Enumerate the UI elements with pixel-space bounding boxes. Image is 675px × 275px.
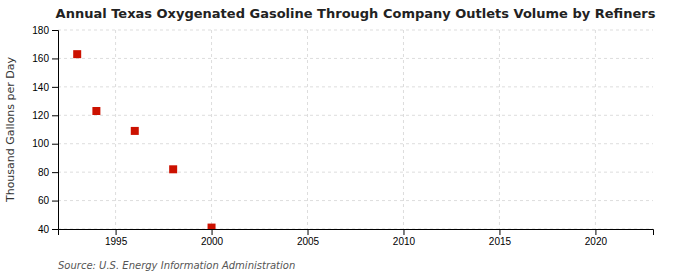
y-axis-title: Thousand Gallons per Day <box>4 56 17 203</box>
y-tick: 100 <box>32 138 58 149</box>
point <box>73 50 81 58</box>
grid-line-y <box>58 143 653 144</box>
x-tick-mark <box>308 229 309 235</box>
y-tick-mark <box>52 58 58 59</box>
y-tick-label: 180 <box>32 25 49 36</box>
x-tick-mark <box>403 229 404 235</box>
y-tick: 80 <box>38 167 58 178</box>
y-tick-label: 60 <box>38 195 50 206</box>
x-tick-label: 2010 <box>393 236 416 247</box>
y-tick-mark <box>52 144 58 145</box>
y-tick: 180 <box>32 25 58 36</box>
point <box>208 224 216 229</box>
point <box>92 107 100 115</box>
x-tick-mark <box>116 229 117 235</box>
x-tick-mark <box>595 229 596 235</box>
grid-line-x <box>115 30 116 229</box>
grid <box>58 30 653 229</box>
x-tick-label: 2020 <box>585 236 608 247</box>
points <box>73 50 215 229</box>
x-tick: 2000 <box>201 229 224 247</box>
y-tick-mark <box>52 87 58 88</box>
x-tick: 2020 <box>585 229 608 247</box>
x-tick-label: 2015 <box>489 236 512 247</box>
point <box>169 165 177 173</box>
y-tick: 140 <box>32 82 58 93</box>
y-tick-label: 40 <box>38 224 50 235</box>
grid-line-x <box>211 30 212 229</box>
y-tick-label: 140 <box>32 82 49 93</box>
x-tick-mark <box>212 229 213 235</box>
y-tick-mark <box>52 201 58 202</box>
chart: 1995 2000 2005 2010 2015 2020 40 60 80 100 120 140 1… <box>0 0 675 275</box>
x-tick: 2010 <box>393 229 416 247</box>
y-tick: 60 <box>38 195 58 206</box>
grid-line-x <box>403 30 404 229</box>
plot-area: 1995 2000 2005 2010 2015 2020 40 60 80 100 120 140 1… <box>32 25 653 247</box>
x-tick: 1995 <box>105 229 128 247</box>
y-tick: 160 <box>32 53 58 64</box>
grid-line-y <box>58 30 653 31</box>
grid-line-x <box>595 30 596 229</box>
x-tick-mark <box>499 229 500 235</box>
y-tick-label: 120 <box>32 110 49 121</box>
y-tick-mark <box>52 115 58 116</box>
y-tick-mark <box>52 30 58 31</box>
x-axis: 1995 2000 2005 2010 2015 2020 <box>59 229 654 247</box>
y-tick-mark <box>52 229 58 230</box>
y-tick-label: 80 <box>38 167 50 178</box>
y-tick: 40 <box>38 224 58 235</box>
grid-line-y <box>58 86 653 87</box>
x-tick: 2015 <box>489 229 512 247</box>
x-tick: 2005 <box>297 229 320 247</box>
annotation: Source: U.S. Energy Information Administ… <box>58 260 295 271</box>
y-axis-line <box>52 31 59 230</box>
x-tick-label: 2005 <box>297 236 320 247</box>
grid-line-y <box>58 115 653 116</box>
grid-line-y <box>58 58 653 59</box>
y-tick-label: 100 <box>32 138 49 149</box>
point <box>131 127 139 135</box>
y-tick-mark <box>52 172 58 173</box>
y-axis: 40 60 80 100 120 140 160 180 <box>32 25 58 235</box>
y-tick-label: 160 <box>32 53 49 64</box>
x-axis-line <box>59 230 654 236</box>
x-tick-label: 1995 <box>105 236 128 247</box>
grid-line-x <box>307 30 308 229</box>
grid-line-y <box>58 172 653 173</box>
title: Annual Texas Oxygenated Gasoline Through… <box>56 6 656 21</box>
grid-line-y <box>58 200 653 201</box>
y-tick: 120 <box>32 110 58 121</box>
grid-line-x <box>499 30 500 229</box>
x-tick-label: 2000 <box>201 236 224 247</box>
